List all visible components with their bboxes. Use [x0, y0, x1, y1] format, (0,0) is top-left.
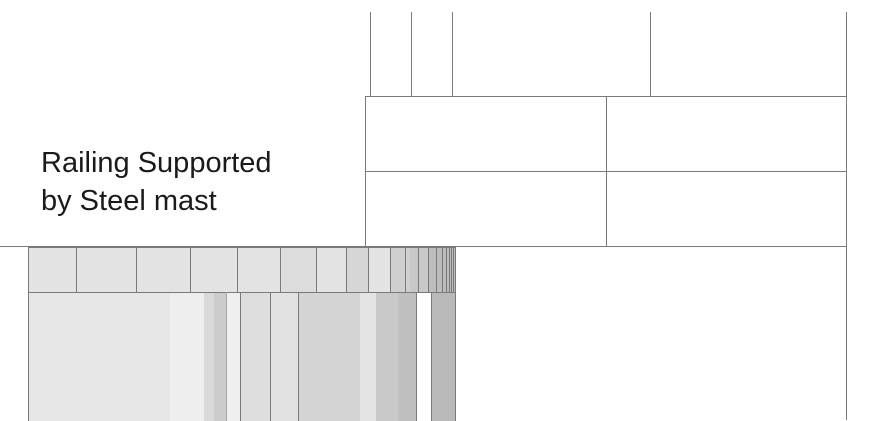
annotation-line-1: Railing Supported — [41, 147, 272, 179]
shade-strip — [428, 247, 455, 292]
railing-panels — [0, 96, 847, 420]
shade-strip — [204, 292, 214, 421]
annotation-line-2: by Steel mast — [41, 185, 217, 217]
shade-strip — [226, 292, 240, 421]
lower-band-joints — [226, 292, 432, 421]
shade-strip — [240, 292, 270, 421]
shade-strip — [398, 292, 416, 421]
shade-strip — [280, 247, 316, 292]
shade-strip — [270, 292, 298, 421]
base-upper-band — [28, 247, 455, 292]
shade-strip — [416, 292, 431, 421]
shade-strip — [376, 292, 398, 421]
shade-strip — [346, 247, 368, 292]
shade-strip — [170, 292, 204, 421]
shade-strip — [298, 292, 360, 421]
railing-annotation: Railing Supported by Steel mast — [41, 144, 351, 220]
shade-strip — [360, 292, 376, 421]
shade-strip — [431, 292, 455, 421]
mast-base-block — [28, 247, 456, 421]
shade-strip — [390, 247, 410, 292]
upper-railing-posts — [370, 12, 847, 96]
upper-band-joints — [76, 247, 454, 292]
shade-strip — [214, 292, 226, 421]
